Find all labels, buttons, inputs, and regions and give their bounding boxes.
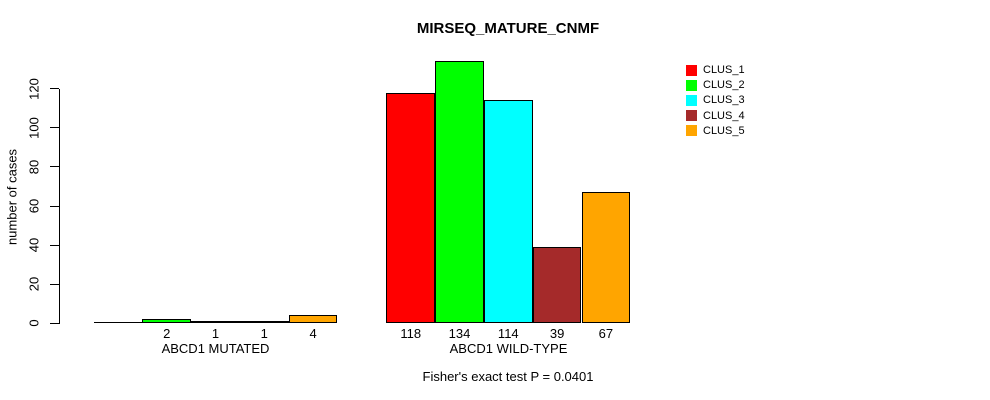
bar-value-label: 134 — [448, 325, 471, 341]
y-axis-tick-label: 40 — [26, 237, 41, 253]
group-label-wildtype: ABCD1 WILD-TYPE — [449, 341, 568, 356]
legend-item-clus-3: CLUS_3 — [686, 94, 745, 106]
bar-value-label: 67 — [598, 325, 614, 341]
legend-item-clus-4: CLUS_4 — [686, 110, 745, 122]
y-axis-tick — [50, 283, 59, 285]
bar-group1-clus_1-zero — [93, 321, 143, 324]
group-label-mutated: ABCD1 MUTATED — [161, 341, 270, 356]
y-axis-tick-label: 120 — [26, 77, 41, 100]
y-axis-tick — [50, 88, 59, 90]
legend-label: CLUS_1 — [703, 64, 745, 76]
y-axis-line — [59, 88, 60, 325]
y-axis-tick — [50, 322, 59, 324]
bar-group2-clus_5 — [581, 192, 631, 324]
bar-value-label: 1 — [260, 325, 268, 341]
legend-label: CLUS_5 — [703, 124, 745, 137]
clus-4-color-swatch — [686, 110, 697, 122]
legend-item-clus-5: CLUS_5 — [686, 125, 745, 137]
bar-group1-clus_2 — [142, 319, 192, 324]
y-axis-tick-label: 60 — [26, 198, 41, 214]
bar-value-label: 114 — [497, 325, 519, 341]
bar-value-label: 4 — [309, 325, 317, 341]
bar-group2-clus_3 — [483, 100, 533, 324]
bar-group2-clus_2 — [435, 61, 484, 324]
y-axis-tick — [50, 166, 59, 168]
clus-1-color-swatch — [686, 64, 697, 76]
legend-item-clus-1: CLUS_1 — [686, 64, 745, 76]
legend: CLUS_1 CLUS_2 CLUS_3 CLUS_4 CLUS_5 — [686, 64, 745, 140]
legend-label: CLUS_4 — [703, 109, 745, 122]
y-axis-tick-label: 0 — [26, 319, 41, 327]
bar-group2-clus_4 — [532, 247, 582, 324]
fisher-test-annotation: Fisher's exact test P = 0.0401 — [422, 369, 594, 384]
clus-3-color-swatch — [686, 94, 697, 106]
bar-value-label: 2 — [163, 325, 171, 341]
bar-value-label: 1 — [211, 325, 220, 341]
y-axis-tick-label: 100 — [26, 116, 41, 139]
bar-value-label: 118 — [400, 325, 422, 341]
bar-group2-clus_1 — [386, 92, 436, 324]
y-axis-title: number of cases — [4, 148, 20, 246]
legend-item-clus-2: CLUS_2 — [686, 79, 745, 91]
y-axis-tick — [50, 244, 59, 246]
bar-value-label: 39 — [549, 325, 565, 341]
y-axis-tick-label: 80 — [26, 159, 41, 175]
y-axis-tick — [50, 127, 59, 129]
y-axis-tick — [50, 205, 59, 207]
bar-group1-clus_4 — [239, 321, 289, 324]
y-axis-tick-label: 20 — [26, 276, 41, 292]
legend-label: CLUS_3 — [703, 94, 745, 107]
chart-title: MIRSEQ_MATURE_CNMF — [416, 20, 600, 37]
clus-5-color-swatch — [686, 125, 697, 137]
bar-group1-clus_3 — [191, 321, 240, 324]
bar-group1-clus_5 — [288, 315, 338, 324]
clus-2-color-swatch — [686, 79, 697, 91]
legend-label: CLUS_2 — [703, 79, 745, 92]
